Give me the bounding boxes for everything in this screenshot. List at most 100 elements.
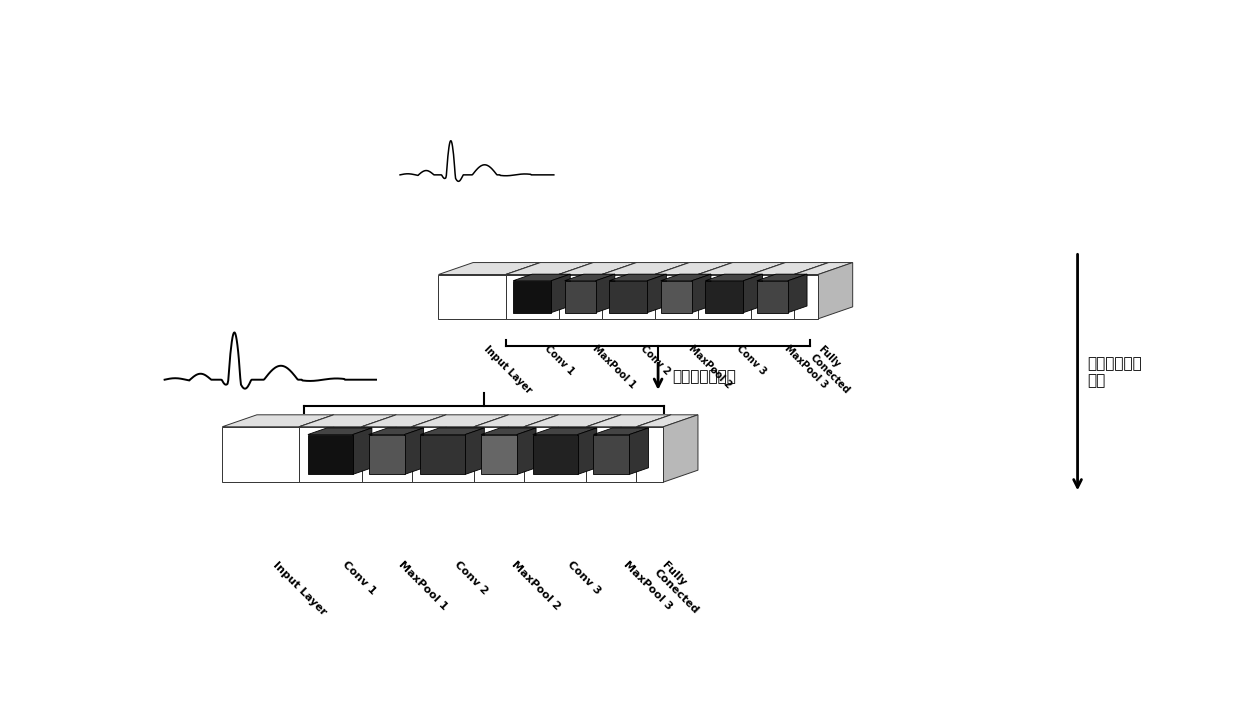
Polygon shape: [636, 415, 671, 482]
Polygon shape: [506, 275, 558, 319]
Polygon shape: [594, 434, 630, 475]
Polygon shape: [533, 428, 596, 434]
Text: Fully
Conected: Fully Conected: [652, 559, 708, 616]
Polygon shape: [794, 262, 828, 319]
Polygon shape: [513, 280, 552, 313]
Polygon shape: [412, 415, 508, 427]
Polygon shape: [698, 262, 733, 319]
Polygon shape: [299, 415, 397, 427]
Polygon shape: [299, 415, 334, 482]
Polygon shape: [308, 428, 372, 434]
Polygon shape: [655, 275, 698, 319]
Polygon shape: [655, 262, 733, 275]
Text: Conv 2: Conv 2: [453, 559, 490, 597]
Text: MaxPool 3: MaxPool 3: [621, 559, 675, 612]
Text: MaxPool 2: MaxPool 2: [510, 559, 562, 612]
Polygon shape: [222, 415, 334, 427]
Polygon shape: [474, 415, 508, 482]
Text: MaxPool 1: MaxPool 1: [590, 344, 637, 390]
Polygon shape: [647, 274, 666, 313]
Polygon shape: [525, 427, 587, 482]
Polygon shape: [587, 427, 636, 482]
Polygon shape: [609, 280, 647, 313]
Polygon shape: [661, 280, 692, 313]
Polygon shape: [692, 274, 711, 313]
Polygon shape: [706, 274, 763, 280]
Polygon shape: [533, 434, 578, 475]
Text: MaxPool 1: MaxPool 1: [397, 559, 449, 612]
Polygon shape: [513, 274, 570, 280]
Polygon shape: [698, 262, 785, 275]
Polygon shape: [222, 427, 299, 482]
Polygon shape: [595, 274, 615, 313]
Polygon shape: [744, 274, 763, 313]
Polygon shape: [794, 275, 818, 319]
Polygon shape: [818, 262, 853, 319]
Polygon shape: [362, 427, 412, 482]
Text: Conv 3: Conv 3: [565, 559, 603, 597]
Polygon shape: [506, 262, 541, 319]
Text: Input Layer: Input Layer: [270, 559, 329, 617]
Polygon shape: [751, 275, 794, 319]
Polygon shape: [353, 428, 372, 475]
Polygon shape: [601, 275, 655, 319]
Polygon shape: [412, 427, 474, 482]
Polygon shape: [558, 262, 593, 319]
Polygon shape: [564, 280, 595, 313]
Text: Input Layer: Input Layer: [482, 344, 534, 395]
Polygon shape: [636, 427, 663, 482]
Polygon shape: [601, 262, 689, 275]
Polygon shape: [587, 415, 671, 427]
Text: 对输出层进行
微调: 对输出层进行 微调: [1087, 356, 1142, 388]
Polygon shape: [756, 280, 787, 313]
Polygon shape: [517, 428, 536, 475]
Text: Conv 1: Conv 1: [542, 344, 575, 377]
Polygon shape: [787, 274, 807, 313]
Polygon shape: [630, 428, 649, 475]
Polygon shape: [558, 262, 636, 275]
Polygon shape: [578, 428, 596, 475]
Polygon shape: [506, 262, 593, 275]
Polygon shape: [661, 274, 711, 280]
Polygon shape: [362, 415, 446, 427]
Text: Conv 1: Conv 1: [341, 559, 378, 597]
Polygon shape: [412, 415, 446, 482]
Text: 固定参数値不变: 固定参数値不变: [672, 369, 737, 384]
Polygon shape: [439, 275, 506, 319]
Polygon shape: [558, 275, 601, 319]
Polygon shape: [465, 428, 485, 475]
Polygon shape: [794, 262, 853, 275]
Polygon shape: [655, 262, 689, 319]
Polygon shape: [308, 434, 353, 475]
Polygon shape: [609, 274, 666, 280]
Polygon shape: [751, 262, 785, 319]
Polygon shape: [439, 262, 541, 275]
Polygon shape: [663, 415, 698, 482]
Polygon shape: [368, 434, 404, 475]
Text: Conv 2: Conv 2: [639, 344, 672, 377]
Polygon shape: [420, 434, 465, 475]
Polygon shape: [636, 415, 698, 427]
Text: MaxPool 2: MaxPool 2: [687, 344, 734, 390]
Polygon shape: [706, 280, 744, 313]
Text: Conv 3: Conv 3: [734, 344, 768, 377]
Polygon shape: [552, 274, 570, 313]
Polygon shape: [474, 427, 525, 482]
Polygon shape: [525, 415, 621, 427]
Polygon shape: [525, 415, 558, 482]
Polygon shape: [404, 428, 424, 475]
Polygon shape: [368, 428, 424, 434]
Polygon shape: [474, 415, 558, 427]
Polygon shape: [594, 428, 649, 434]
Polygon shape: [698, 275, 751, 319]
Text: Fully
Conected: Fully Conected: [808, 344, 859, 395]
Polygon shape: [299, 427, 362, 482]
Polygon shape: [751, 262, 828, 275]
Polygon shape: [420, 428, 485, 434]
Polygon shape: [564, 274, 615, 280]
Polygon shape: [601, 262, 636, 319]
Polygon shape: [756, 274, 807, 280]
Polygon shape: [362, 415, 397, 482]
Text: MaxPool 3: MaxPool 3: [782, 344, 830, 390]
Polygon shape: [587, 415, 621, 482]
